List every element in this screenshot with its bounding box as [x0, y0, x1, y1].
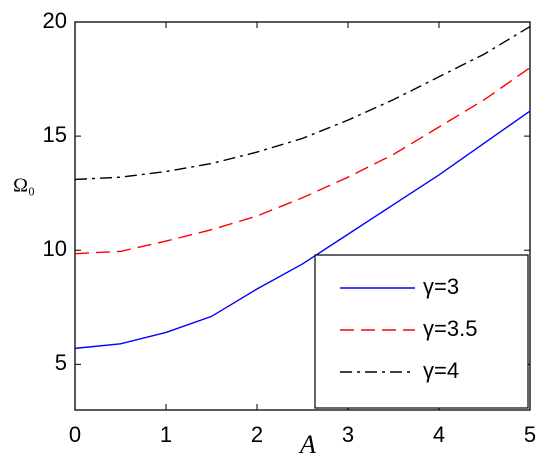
y-tick-label: 20 — [43, 8, 67, 33]
x-tick-label: 1 — [160, 422, 172, 447]
y-tick-label: 5 — [55, 350, 67, 375]
y-axis-label: Ω₀ — [13, 175, 35, 197]
legend-label: γ=3 — [423, 274, 459, 299]
legend-box — [314, 254, 529, 409]
y-tick-label: 15 — [43, 122, 67, 147]
series-line — [74, 110, 531, 350]
x-tick-label: 3 — [342, 422, 354, 447]
y-tick-label: 10 — [43, 236, 67, 261]
x-tick-label: 4 — [433, 422, 445, 447]
series-line — [74, 25, 531, 181]
x-tick-label: 2 — [251, 422, 263, 447]
legend-label: γ=4 — [423, 358, 459, 383]
legend-label: γ=3.5 — [423, 316, 477, 341]
x-tick-label: 0 — [69, 422, 81, 447]
series-line — [74, 67, 531, 255]
x-tick-label: 5 — [524, 422, 536, 447]
x-axis-label: A — [298, 430, 316, 459]
